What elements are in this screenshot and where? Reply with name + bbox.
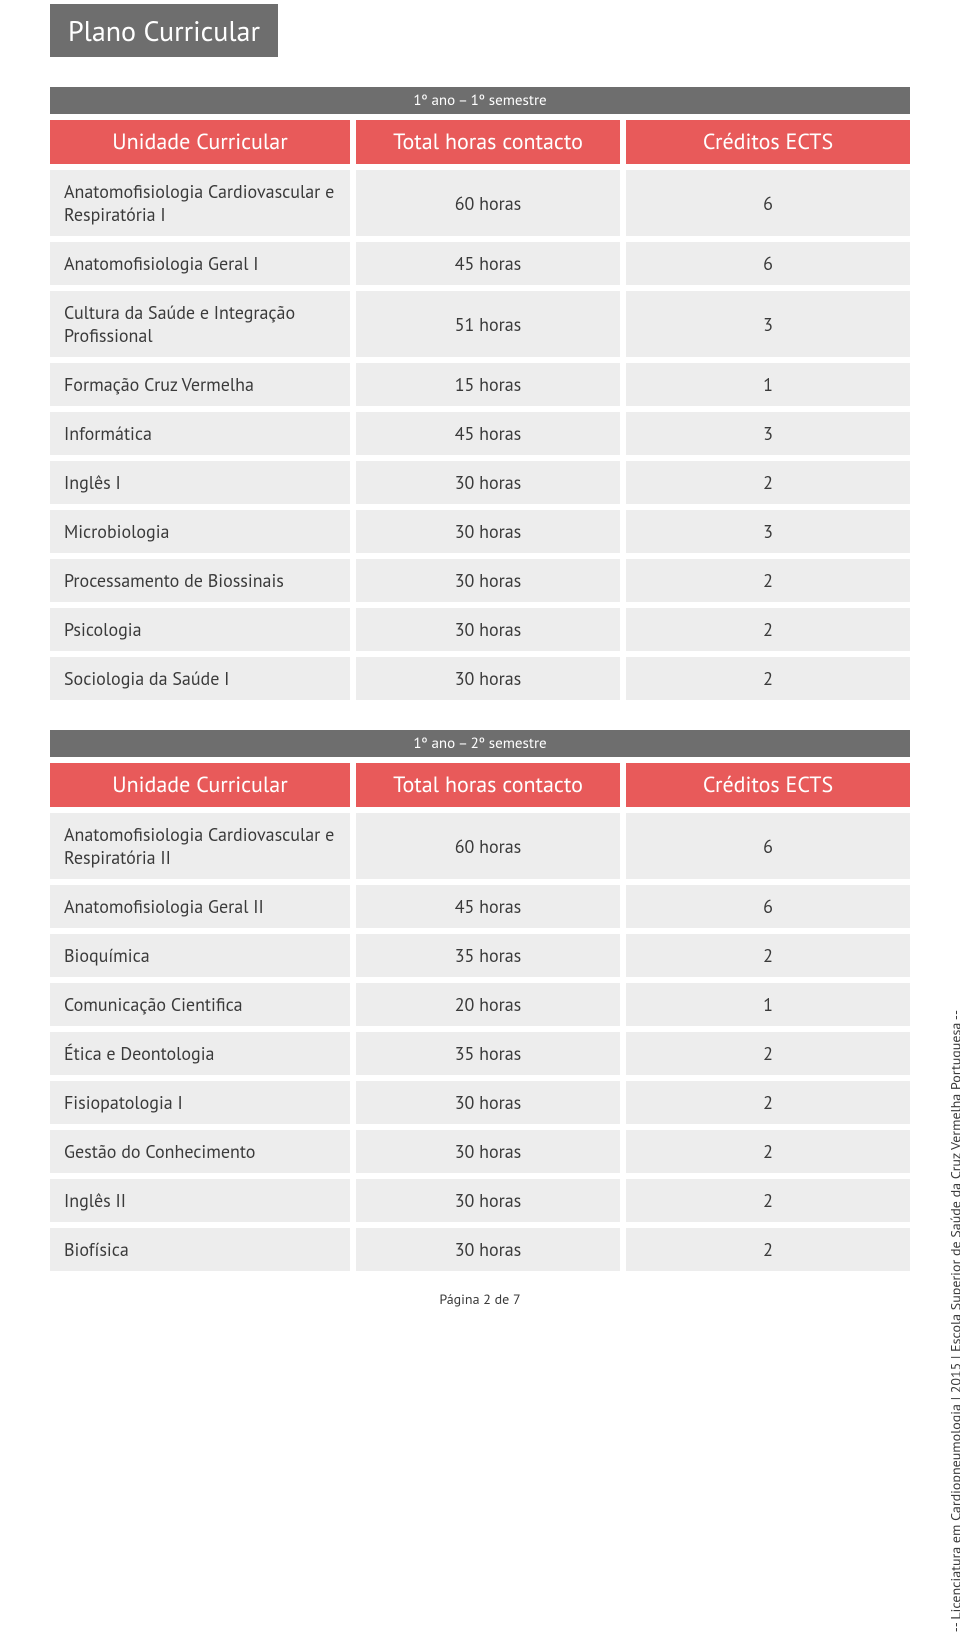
hours-cell: 45 horas bbox=[356, 885, 620, 928]
table-row: Anatomofisiologia Geral I45 horas6 bbox=[50, 242, 910, 285]
table-row: Anatomofisiologia Cardiovascular e Respi… bbox=[50, 813, 910, 879]
hours-cell: 30 horas bbox=[356, 1228, 620, 1271]
table-row: Cultura da Saúde e Integração Profission… bbox=[50, 291, 910, 357]
table-row: Comunicação Cientifica20 horas1 bbox=[50, 983, 910, 1026]
course-name-cell: Informática bbox=[50, 412, 350, 455]
side-caption: -- Licenciatura em Cardiopneumologia | 2… bbox=[926, 310, 946, 1010]
page-title: Plano Curricular bbox=[50, 4, 278, 57]
table-row: Processamento de Biossinais30 horas2 bbox=[50, 559, 910, 602]
ects-cell: 2 bbox=[626, 461, 910, 504]
table-header-cell: Total horas contacto bbox=[356, 120, 620, 164]
course-name-cell: Anatomofisiologia Cardiovascular e Respi… bbox=[50, 813, 350, 879]
ects-cell: 2 bbox=[626, 1032, 910, 1075]
table-row: Fisiopatologia I30 horas2 bbox=[50, 1081, 910, 1124]
table-row: Bioquímica35 horas2 bbox=[50, 934, 910, 977]
table-row: Anatomofisiologia Geral II45 horas6 bbox=[50, 885, 910, 928]
table-row: Gestão do Conhecimento30 horas2 bbox=[50, 1130, 910, 1173]
table-row: Formação Cruz Vermelha15 horas1 bbox=[50, 363, 910, 406]
hours-cell: 30 horas bbox=[356, 1081, 620, 1124]
curriculum-section: 1º ano – 2º semestre Unidade CurricularTo… bbox=[50, 730, 910, 1271]
table-row: Inglês II30 horas2 bbox=[50, 1179, 910, 1222]
table-row: Psicologia30 horas2 bbox=[50, 608, 910, 651]
table-header-row: Unidade CurricularTotal horas contactoCr… bbox=[50, 763, 910, 807]
course-name-cell: Inglês I bbox=[50, 461, 350, 504]
ects-cell: 6 bbox=[626, 170, 910, 236]
ects-cell: 2 bbox=[626, 1130, 910, 1173]
ects-cell: 2 bbox=[626, 608, 910, 651]
hours-cell: 30 horas bbox=[356, 657, 620, 700]
table-header-row: Unidade CurricularTotal horas contactoCr… bbox=[50, 120, 910, 164]
hours-cell: 45 horas bbox=[356, 412, 620, 455]
course-name-cell: Anatomofisiologia Cardiovascular e Respi… bbox=[50, 170, 350, 236]
hours-cell: 20 horas bbox=[356, 983, 620, 1026]
table-header-cell: Créditos ECTS bbox=[626, 763, 910, 807]
course-name-cell: Bioquímica bbox=[50, 934, 350, 977]
hours-cell: 60 horas bbox=[356, 813, 620, 879]
course-name-cell: Formação Cruz Vermelha bbox=[50, 363, 350, 406]
table-header-cell: Unidade Curricular bbox=[50, 120, 350, 164]
course-name-cell: Microbiologia bbox=[50, 510, 350, 553]
course-name-cell: Ética e Deontologia bbox=[50, 1032, 350, 1075]
table-header-cell: Total horas contacto bbox=[356, 763, 620, 807]
table-row: Inglês I30 horas2 bbox=[50, 461, 910, 504]
hours-cell: 35 horas bbox=[356, 934, 620, 977]
hours-cell: 30 horas bbox=[356, 1179, 620, 1222]
course-name-cell: Psicologia bbox=[50, 608, 350, 651]
course-name-cell: Sociologia da Saúde I bbox=[50, 657, 350, 700]
ects-cell: 6 bbox=[626, 885, 910, 928]
hours-cell: 30 horas bbox=[356, 1130, 620, 1173]
hours-cell: 35 horas bbox=[356, 1032, 620, 1075]
course-name-cell: Anatomofisiologia Geral II bbox=[50, 885, 350, 928]
ects-cell: 2 bbox=[626, 559, 910, 602]
course-name-cell: Gestão do Conhecimento bbox=[50, 1130, 350, 1173]
semester-bar: 1º ano – 2º semestre bbox=[50, 730, 910, 757]
ects-cell: 3 bbox=[626, 291, 910, 357]
course-name-cell: Comunicação Cientifica bbox=[50, 983, 350, 1026]
course-name-cell: Biofísica bbox=[50, 1228, 350, 1271]
ects-cell: 1 bbox=[626, 983, 910, 1026]
ects-cell: 3 bbox=[626, 510, 910, 553]
course-name-cell: Inglês II bbox=[50, 1179, 350, 1222]
ects-cell: 3 bbox=[626, 412, 910, 455]
ects-cell: 2 bbox=[626, 657, 910, 700]
ects-cell: 2 bbox=[626, 1081, 910, 1124]
ects-cell: 6 bbox=[626, 242, 910, 285]
table-row: Ética e Deontologia35 horas2 bbox=[50, 1032, 910, 1075]
hours-cell: 45 horas bbox=[356, 242, 620, 285]
hours-cell: 60 horas bbox=[356, 170, 620, 236]
hours-cell: 30 horas bbox=[356, 559, 620, 602]
ects-cell: 1 bbox=[626, 363, 910, 406]
course-name-cell: Anatomofisiologia Geral I bbox=[50, 242, 350, 285]
table-row: Informática45 horas3 bbox=[50, 412, 910, 455]
ects-cell: 2 bbox=[626, 934, 910, 977]
curriculum-section: 1º ano – 1º semestre Unidade CurricularTo… bbox=[50, 87, 910, 700]
ects-cell: 2 bbox=[626, 1179, 910, 1222]
course-name-cell: Fisiopatologia I bbox=[50, 1081, 350, 1124]
hours-cell: 15 horas bbox=[356, 363, 620, 406]
table-row: Microbiologia30 horas3 bbox=[50, 510, 910, 553]
table-header-cell: Unidade Curricular bbox=[50, 763, 350, 807]
table-row: Sociologia da Saúde I30 horas2 bbox=[50, 657, 910, 700]
side-caption-text: -- Licenciatura em Cardiopneumologia | 2… bbox=[946, 1010, 960, 1632]
semester-bar: 1º ano – 1º semestre bbox=[50, 87, 910, 114]
ects-cell: 2 bbox=[626, 1228, 910, 1271]
hours-cell: 30 horas bbox=[356, 608, 620, 651]
page-footer: Página 2 de 7 bbox=[0, 1290, 960, 1308]
course-name-cell: Cultura da Saúde e Integração Profission… bbox=[50, 291, 350, 357]
hours-cell: 51 horas bbox=[356, 291, 620, 357]
table-row: Biofísica30 horas2 bbox=[50, 1228, 910, 1271]
ects-cell: 6 bbox=[626, 813, 910, 879]
table-row: Anatomofisiologia Cardiovascular e Respi… bbox=[50, 170, 910, 236]
hours-cell: 30 horas bbox=[356, 461, 620, 504]
hours-cell: 30 horas bbox=[356, 510, 620, 553]
table-header-cell: Créditos ECTS bbox=[626, 120, 910, 164]
course-name-cell: Processamento de Biossinais bbox=[50, 559, 350, 602]
